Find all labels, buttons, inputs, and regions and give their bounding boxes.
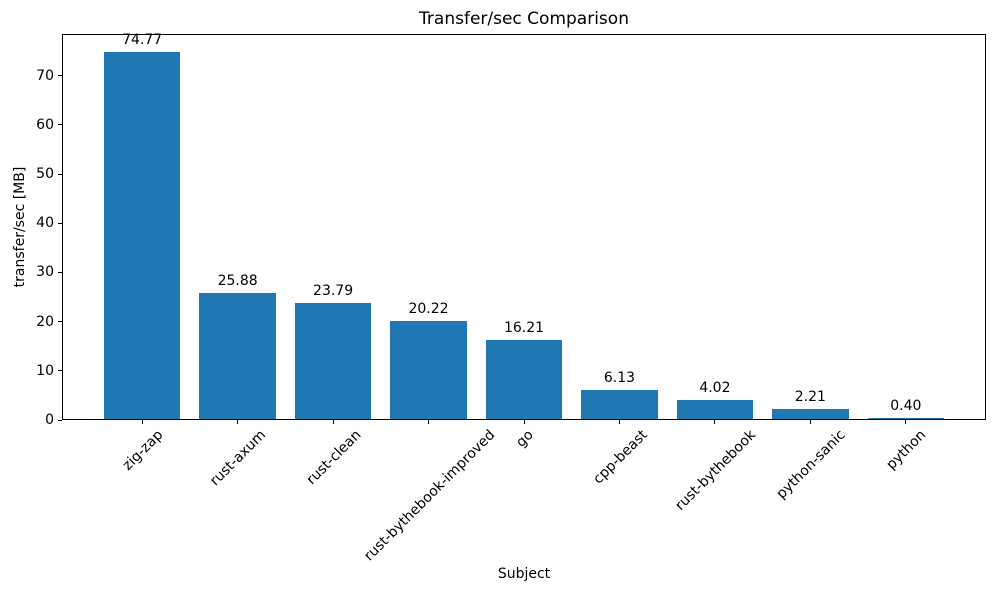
x-tick-label: python <box>883 427 930 473</box>
bar <box>485 340 563 420</box>
y-tick-label: 20 <box>36 313 54 330</box>
bar-value-label: 6.13 <box>603 369 636 386</box>
y-tick-mark <box>58 419 62 421</box>
x-tick-label: cpp-beast <box>590 427 651 488</box>
x-tick-mark <box>523 420 525 424</box>
bar <box>581 389 658 420</box>
bar-value-label: 23.79 <box>313 283 354 300</box>
bar <box>199 292 276 420</box>
x-tick-label: python-sanic <box>773 427 849 503</box>
bar-value-label: 74.77 <box>122 32 163 49</box>
x-tick-label: rust-clean <box>303 427 365 488</box>
y-tick-label: 0 <box>45 412 54 428</box>
bar <box>676 400 754 420</box>
bar-value-label: 2.21 <box>794 389 826 406</box>
x-tick-label: zig-zap <box>119 427 167 474</box>
plot-area <box>62 34 986 420</box>
y-tick-mark <box>58 271 62 273</box>
y-tick-label: 60 <box>36 116 54 133</box>
y-tick-mark <box>58 370 62 372</box>
bar-value-label: 4.02 <box>699 380 731 397</box>
bar-value-label: 25.88 <box>217 272 258 289</box>
y-tick-mark <box>58 124 62 126</box>
x-tick-mark <box>618 420 620 424</box>
bar-value-label: 0.40 <box>890 398 922 415</box>
y-tick-label: 70 <box>36 67 54 84</box>
x-tick-label: go <box>513 427 537 451</box>
bar-value-label: 16.21 <box>503 320 545 337</box>
y-tick-label: 40 <box>36 215 54 232</box>
x-tick-mark <box>809 420 811 424</box>
x-tick-label: rust-axum <box>207 427 270 490</box>
x-tick-mark <box>714 420 716 424</box>
x-tick-mark <box>141 420 143 424</box>
y-tick-mark <box>58 75 62 77</box>
bar-value-label: 20.22 <box>408 300 449 317</box>
x-tick-mark <box>237 420 239 424</box>
x-axis-label: Subject <box>497 566 551 582</box>
x-tick-label: rust-bythebook <box>672 427 759 514</box>
y-tick-label: 50 <box>36 166 54 183</box>
y-tick-mark <box>58 173 62 175</box>
bar <box>104 52 181 420</box>
y-tick-label: 30 <box>36 264 54 281</box>
chart-title: Transfer/sec Comparison <box>419 9 629 29</box>
y-tick-mark <box>58 222 62 224</box>
bar <box>772 409 849 420</box>
x-tick-label: rust-bythebook-improved <box>360 427 498 565</box>
y-tick-mark <box>58 321 62 323</box>
bar <box>390 320 467 420</box>
y-tick-label: 10 <box>36 362 54 379</box>
x-tick-mark <box>332 420 334 424</box>
x-tick-mark <box>905 420 907 424</box>
bar <box>294 303 372 420</box>
x-tick-mark <box>428 420 430 424</box>
